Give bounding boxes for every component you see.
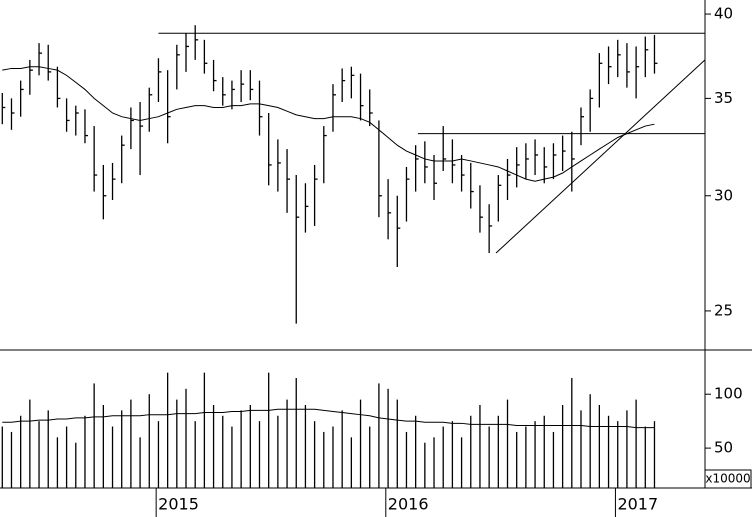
moving-average xyxy=(2,66,655,182)
volume-average xyxy=(2,408,655,429)
y-tick-label: 30 xyxy=(714,186,733,204)
x-tick-label: 2016 xyxy=(388,495,429,514)
x-tick-label: 2017 xyxy=(617,495,658,514)
y-tick-label: 100 xyxy=(714,385,743,403)
unit-box xyxy=(704,469,752,489)
y-tick-label: 50 xyxy=(714,439,733,457)
x-tick-label: 2015 xyxy=(158,495,199,514)
y-tick-label: 25 xyxy=(714,301,733,319)
unit-label: x10000 xyxy=(705,472,750,486)
y-tick-label: 40 xyxy=(714,5,733,23)
y-tick-label: 35 xyxy=(714,89,733,107)
trend-line xyxy=(495,59,706,254)
